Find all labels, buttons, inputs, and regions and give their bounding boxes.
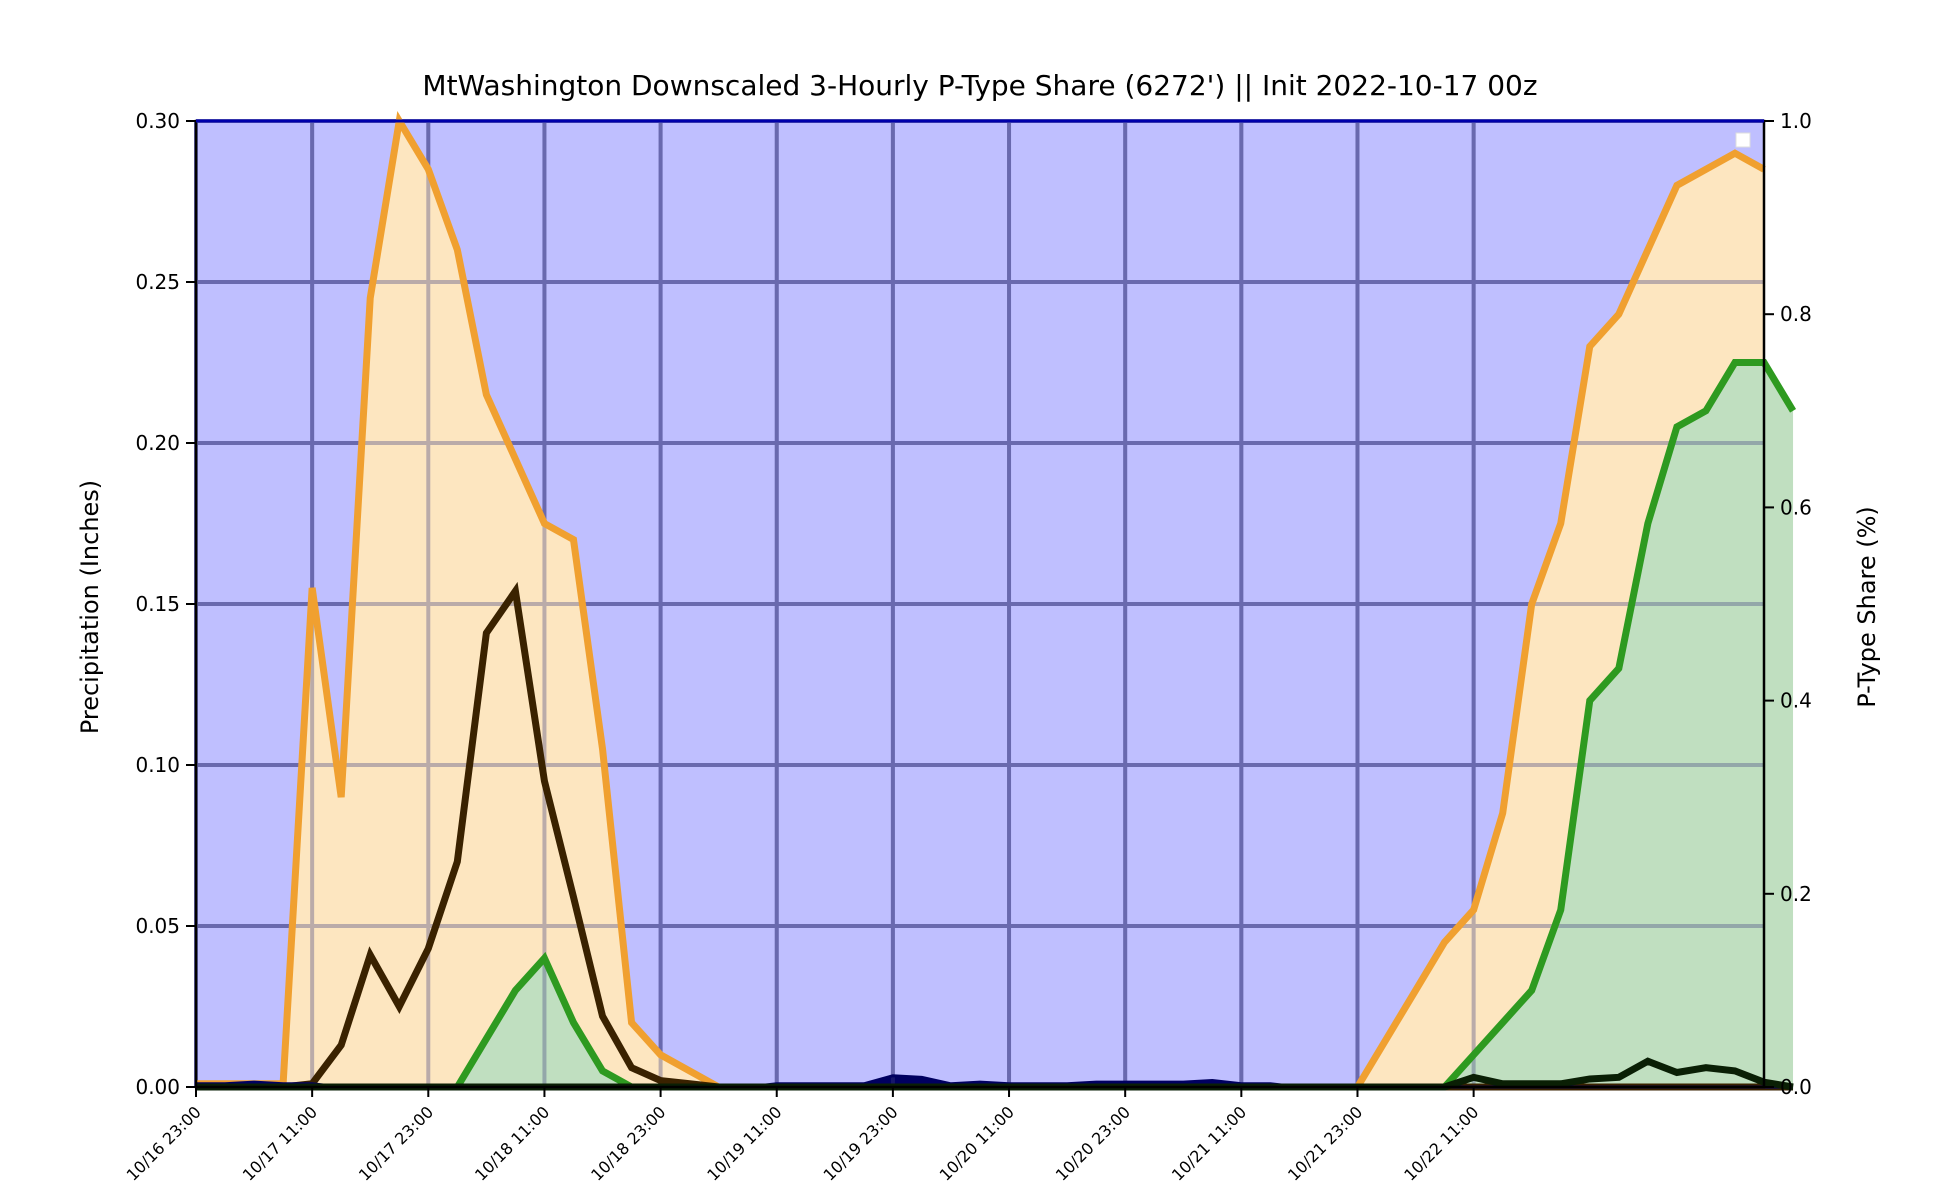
x-tick-label: 10/19 11:00 bbox=[703, 1102, 785, 1184]
series-area-0 bbox=[196, 121, 1764, 1087]
x-tick-label: 10/17 11:00 bbox=[239, 1102, 321, 1184]
x-tick-label: 10/18 11:00 bbox=[471, 1102, 553, 1184]
x-tick-label: 10/16 23:00 bbox=[123, 1102, 205, 1184]
left-y-axis: 0.00 0.05 0.10 0.15 0.20 0.25 0.30 bbox=[135, 109, 196, 1099]
left-y-tick-label: 0.10 bbox=[135, 753, 180, 777]
left-y-tick-label: 0.05 bbox=[135, 914, 180, 938]
left-y-tick-label: 0.25 bbox=[135, 270, 180, 294]
left-y-axis-label: Precipitation (Inches) bbox=[76, 480, 104, 734]
right-y-tick-label: 1.0 bbox=[1780, 109, 1812, 133]
series-area-1 bbox=[196, 362, 1794, 1087]
right-y-tick-label: 0.4 bbox=[1780, 689, 1812, 713]
left-y-tick-label: 0.30 bbox=[135, 109, 180, 133]
right-y-axis: 0.0 0.2 0.4 0.6 0.8 1.0 bbox=[1764, 109, 1812, 1099]
left-y-tick-label: 0.00 bbox=[135, 1075, 180, 1099]
right-y-axis-label: P-Type Share (%) bbox=[1853, 506, 1881, 708]
left-y-tick-label: 0.15 bbox=[135, 592, 180, 616]
x-tick-label: 10/20 11:00 bbox=[936, 1102, 1018, 1184]
x-tick-label: 10/22 11:00 bbox=[1400, 1102, 1482, 1184]
x-tick-label: 10/18 23:00 bbox=[587, 1102, 669, 1184]
legend-marker bbox=[1735, 132, 1751, 148]
right-y-tick-label: 0.6 bbox=[1780, 495, 1812, 519]
right-y-tick-label: 0.2 bbox=[1780, 882, 1812, 906]
x-tick-label: 10/21 23:00 bbox=[1284, 1102, 1366, 1184]
x-tick-label: 10/20 23:00 bbox=[1052, 1102, 1134, 1184]
right-y-tick-label: 0.8 bbox=[1780, 302, 1812, 326]
right-y-tick-label: 0.0 bbox=[1780, 1075, 1812, 1099]
x-axis: 10/16 23:00 10/17 11:00 10/17 23:00 10/18 1… bbox=[123, 1087, 1482, 1185]
x-tick-label: 10/19 23:00 bbox=[819, 1102, 901, 1184]
left-y-tick-label: 0.20 bbox=[135, 431, 180, 455]
chart-title: MtWashington Downscaled 3-Hourly P-Type … bbox=[422, 69, 1537, 102]
x-tick-label: 10/17 23:00 bbox=[355, 1102, 437, 1184]
x-tick-label: 10/21 11:00 bbox=[1168, 1102, 1250, 1184]
